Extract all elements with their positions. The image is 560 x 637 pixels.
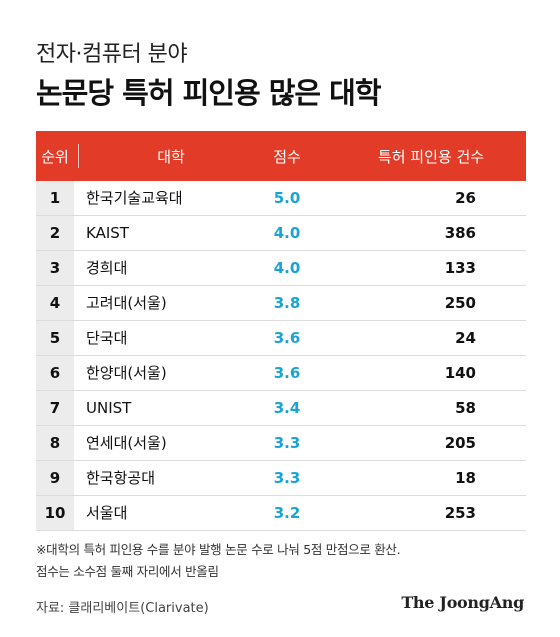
footnote-line-2: 점수는 소수점 둘째 자리에서 반올림 [36,564,219,579]
university-cell: 연세대(서울) [86,434,167,452]
footnote-line-1: ※대학의 특허 피인용 수를 분야 발행 논문 수로 나눠 5점 만점으로 환산… [36,542,401,557]
table-row: 5 단국대 3.6 24 [36,321,526,356]
publisher-logo: The JoongAng [401,593,524,612]
score-cell: 3.6 [273,364,301,382]
citations-cell: 386 [444,224,476,242]
column-header-citations: 특허 피인용 건수 [377,148,485,166]
rank-cell: 7 [36,391,74,425]
score-cell: 3.6 [273,329,301,347]
citations-cell: 133 [444,259,476,277]
university-cell: 한국기술교육대 [86,189,183,207]
table-row: 4 고려대(서울) 3.8 250 [36,286,526,321]
citations-cell: 26 [455,189,476,207]
table-row: 6 한양대(서울) 3.6 140 [36,356,526,391]
university-cell: 경희대 [86,259,128,277]
score-cell: 3.2 [273,504,301,522]
rank-cell: 10 [36,496,74,530]
table-row: 10 서울대 3.2 253 [36,496,526,531]
table-body: 1 한국기술교육대 5.0 26 2 KAIST 4.0 386 3 경희대 4.0 133 4 고려대(… [36,181,526,531]
table-row: 2 KAIST 4.0 386 [36,216,526,251]
ranking-table: 순위 대학 점수 특허 피인용 건수 1 한국기술교육대 5.0 26 2 KAIST 4.… [36,131,526,531]
table-row: 1 한국기술교육대 5.0 26 [36,181,526,216]
university-cell: KAIST [86,224,129,242]
university-cell: 한국항공대 [86,469,156,487]
rank-cell: 5 [36,321,74,355]
column-header-university: 대학 [157,148,185,166]
table-row: 7 UNIST 3.4 58 [36,391,526,426]
table-row: 3 경희대 4.0 133 [36,251,526,286]
citations-cell: 24 [455,329,476,347]
rank-cell: 8 [36,426,74,460]
university-cell: 단국대 [86,329,128,347]
score-cell: 3.8 [273,294,301,312]
rank-cell: 2 [36,216,74,250]
column-header-rank: 순위 [41,148,69,166]
table-header: 순위 대학 점수 특허 피인용 건수 [36,131,526,181]
score-cell: 4.0 [273,224,301,242]
rank-cell: 3 [36,251,74,285]
university-cell: 서울대 [86,504,128,522]
rank-cell: 9 [36,461,74,495]
score-cell: 3.4 [273,399,301,417]
university-cell: UNIST [86,399,132,417]
table-row: 9 한국항공대 3.3 18 [36,461,526,496]
university-cell: 고려대(서울) [86,294,167,312]
citations-cell: 58 [455,399,476,417]
header-divider [78,144,79,168]
score-cell: 5.0 [273,189,301,207]
column-header-score: 점수 [273,148,301,166]
rank-cell: 1 [36,181,74,215]
citations-cell: 253 [444,504,476,522]
score-cell: 3.3 [273,469,301,487]
citations-cell: 250 [444,294,476,312]
rank-cell: 6 [36,356,74,390]
footnote: ※대학의 특허 피인용 수를 분야 발행 논문 수로 나눠 5점 만점으로 환산… [36,539,401,583]
score-cell: 4.0 [273,259,301,277]
subtitle: 전자·컴퓨터 분야 [36,42,188,67]
citations-cell: 18 [455,469,476,487]
score-cell: 3.3 [273,434,301,452]
citations-cell: 140 [444,364,476,382]
source-credit: 자료: 클래리베이트(Clarivate) [36,601,209,616]
university-cell: 한양대(서울) [86,364,167,382]
page-title: 논문당 특허 피인용 많은 대학 [36,76,382,110]
table-row: 8 연세대(서울) 3.3 205 [36,426,526,461]
rank-cell: 4 [36,286,74,320]
citations-cell: 205 [444,434,476,452]
